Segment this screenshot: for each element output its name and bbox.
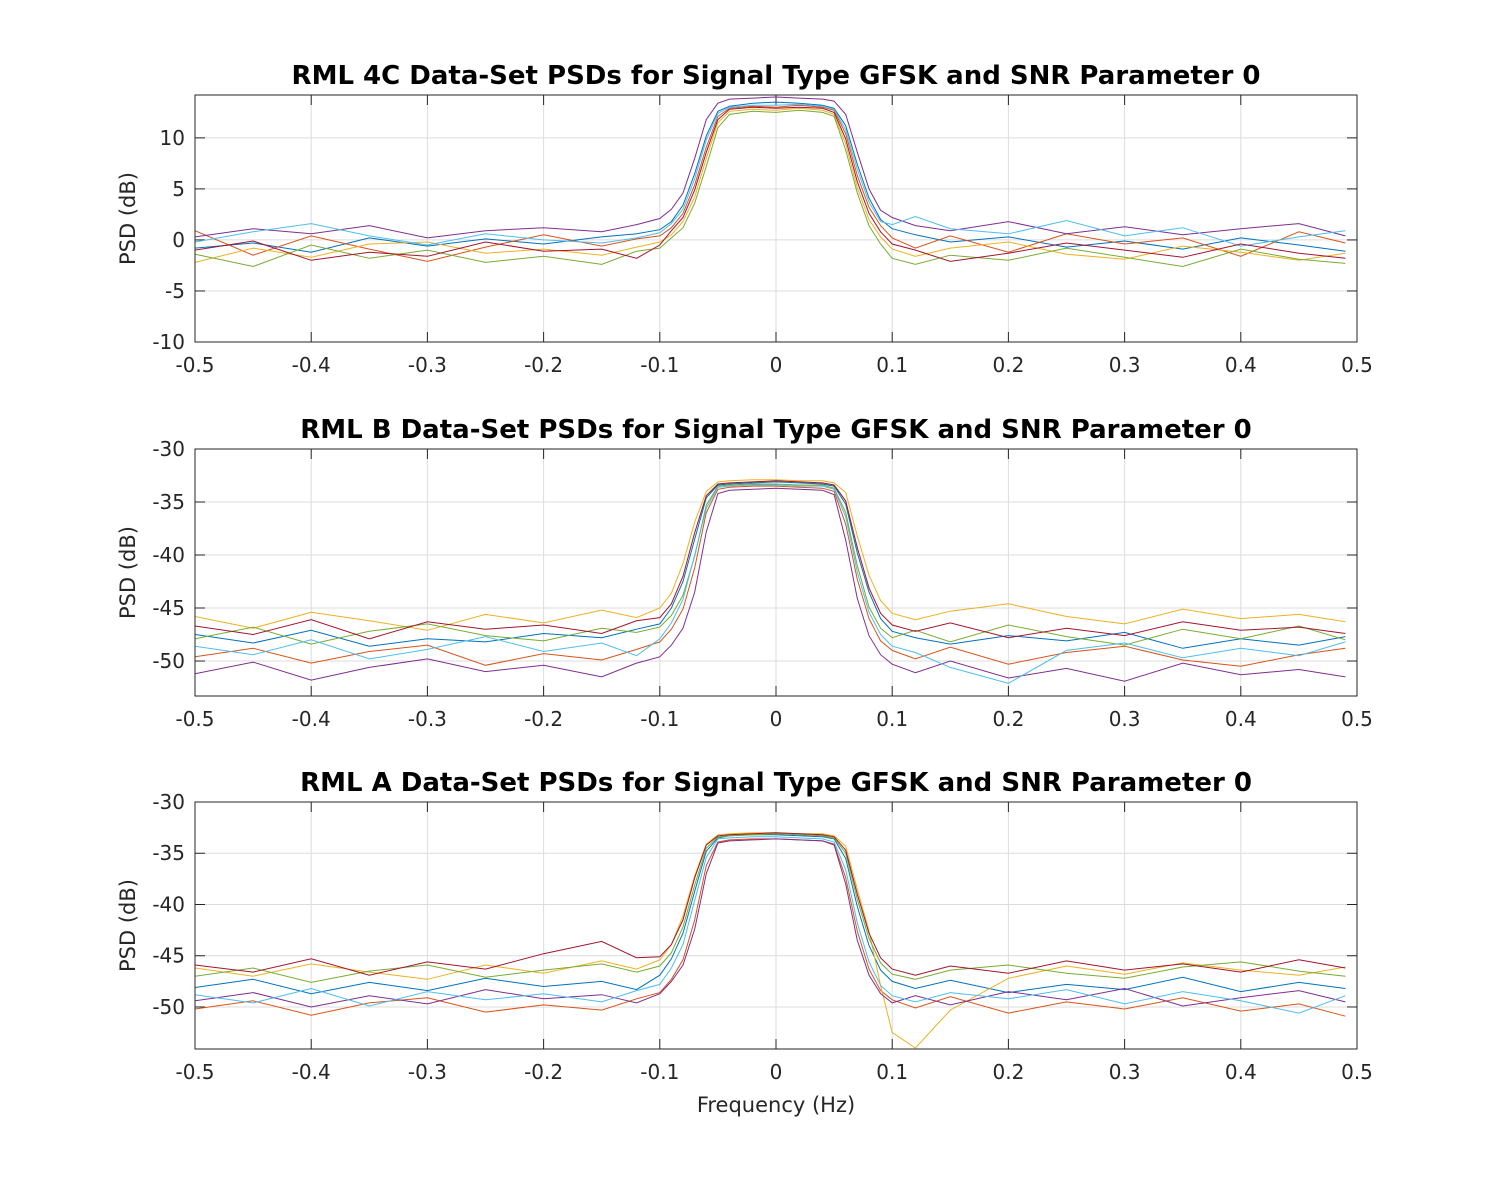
psd-series-line-7 xyxy=(195,106,1346,262)
psd-series-line-6 xyxy=(195,484,1346,684)
x-tick-label: -0.2 xyxy=(524,707,563,731)
x-tick-label: 0.3 xyxy=(1109,1060,1141,1084)
x-tick-label: -0.2 xyxy=(524,1060,563,1084)
axes-box xyxy=(194,448,1358,697)
y-tick-label: -50 xyxy=(152,995,185,1019)
y-tick-label: -30 xyxy=(152,790,185,814)
subplot-3: -0.5 -0.4 -0.3 -0.2 -0.1 0 0.1 0.2 0.3 0.4 0.5 -50 -… xyxy=(116,768,1373,1117)
x-tick-label: 0.5 xyxy=(1341,1060,1373,1084)
y-axis-label: PSD (dB) xyxy=(116,526,140,619)
y-tick-label: 5 xyxy=(172,177,185,201)
subplot-1: -0.5 -0.4 -0.3 -0.2 -0.1 0 0.1 0.2 0.3 0.4 0.5 -10 -… xyxy=(116,61,1373,377)
x-tick-label: 0 xyxy=(770,707,783,731)
x-tick-label: -0.3 xyxy=(408,1060,447,1084)
x-tick-label: -0.4 xyxy=(292,707,331,731)
y-tick-label: -35 xyxy=(152,490,185,514)
psd-series-line-2 xyxy=(195,485,1346,667)
psd-series-line-5 xyxy=(195,109,1346,268)
x-tick-label: 0.3 xyxy=(1109,707,1141,731)
psd-series-line-4 xyxy=(195,487,1346,682)
psd-series-line-6 xyxy=(195,103,1346,247)
y-tick-label: -40 xyxy=(152,543,185,567)
x-tick-label: 0.4 xyxy=(1225,707,1257,731)
subplot-title: RML B Data-Set PSDs for Signal Type GFSK… xyxy=(300,415,1252,445)
subplot-2: -0.5 -0.4 -0.3 -0.2 -0.1 0 0.1 0.2 0.3 0.4 0.5 -50 -… xyxy=(116,415,1373,731)
y-tick-label: -10 xyxy=(152,330,185,354)
x-tick-label: -0.2 xyxy=(524,353,563,377)
x-axis-label: Frequency (Hz) xyxy=(697,1093,855,1117)
x-tick-label: 0 xyxy=(770,1060,783,1084)
y-tick-label: 10 xyxy=(160,126,185,150)
x-tick-label: 0.2 xyxy=(992,353,1024,377)
x-tick-label: -0.5 xyxy=(175,707,214,731)
y-axis-label: PSD (dB) xyxy=(116,172,140,265)
x-tick-label: -0.5 xyxy=(175,353,214,377)
subplot-title: RML 4C Data-Set PSDs for Signal Type GFS… xyxy=(292,61,1261,91)
y-tick-label: -45 xyxy=(152,944,185,968)
x-tick-label: -0.5 xyxy=(175,1060,214,1084)
y-tick-label: -40 xyxy=(152,892,185,916)
x-tick-label: -0.1 xyxy=(640,1060,679,1084)
psd-series-line-3 xyxy=(195,479,1346,631)
y-tick-label: -30 xyxy=(152,437,185,461)
x-tick-label: -0.4 xyxy=(292,1060,331,1084)
x-tick-label: 0.4 xyxy=(1225,353,1257,377)
y-tick-label: -5 xyxy=(165,279,185,303)
x-tick-label: -0.1 xyxy=(640,353,679,377)
x-tick-label: -0.3 xyxy=(408,707,447,731)
psd-series-line-7 xyxy=(195,480,1346,640)
y-axis-label: PSD (dB) xyxy=(116,879,140,972)
x-tick-label: 0.4 xyxy=(1225,1060,1257,1084)
axes-box xyxy=(194,94,1358,343)
x-tick-label: 0.2 xyxy=(992,707,1024,731)
x-tick-label: 0.1 xyxy=(876,353,908,377)
series-group xyxy=(195,479,1346,684)
psd-series-line-5 xyxy=(195,483,1346,646)
y-tick-label: -45 xyxy=(152,596,185,620)
series-group xyxy=(195,96,1346,268)
psd-series-line-3 xyxy=(195,107,1346,263)
psd-series-line-1 xyxy=(195,481,1346,649)
psd-series-line-5 xyxy=(195,833,1346,983)
psd-series-line-4 xyxy=(195,96,1346,239)
series-group xyxy=(195,832,1346,1049)
psd-series-line-1 xyxy=(195,834,1346,995)
x-tick-label: 0.5 xyxy=(1341,707,1373,731)
x-tick-label: 0.1 xyxy=(876,1060,908,1084)
psd-series-line-1 xyxy=(195,101,1346,253)
y-tick-label: 0 xyxy=(172,228,185,252)
psd-series-line-6 xyxy=(195,836,1346,1014)
y-tick-label: -35 xyxy=(152,841,185,865)
x-tick-label: 0.5 xyxy=(1341,353,1373,377)
y-tick-label: -50 xyxy=(152,649,185,673)
x-tick-label: 0.1 xyxy=(876,707,908,731)
psd-series-line-7 xyxy=(195,832,1346,976)
axes-box xyxy=(194,801,1358,1050)
x-tick-label: 0.3 xyxy=(1109,353,1141,377)
x-tick-label: 0 xyxy=(770,353,783,377)
subplot-title: RML A Data-Set PSDs for Signal Type GFSK… xyxy=(300,768,1252,798)
x-tick-label: -0.4 xyxy=(292,353,331,377)
x-tick-label: -0.1 xyxy=(640,707,679,731)
x-tick-label: 0.2 xyxy=(992,1060,1024,1084)
x-tick-label: -0.3 xyxy=(408,353,447,377)
